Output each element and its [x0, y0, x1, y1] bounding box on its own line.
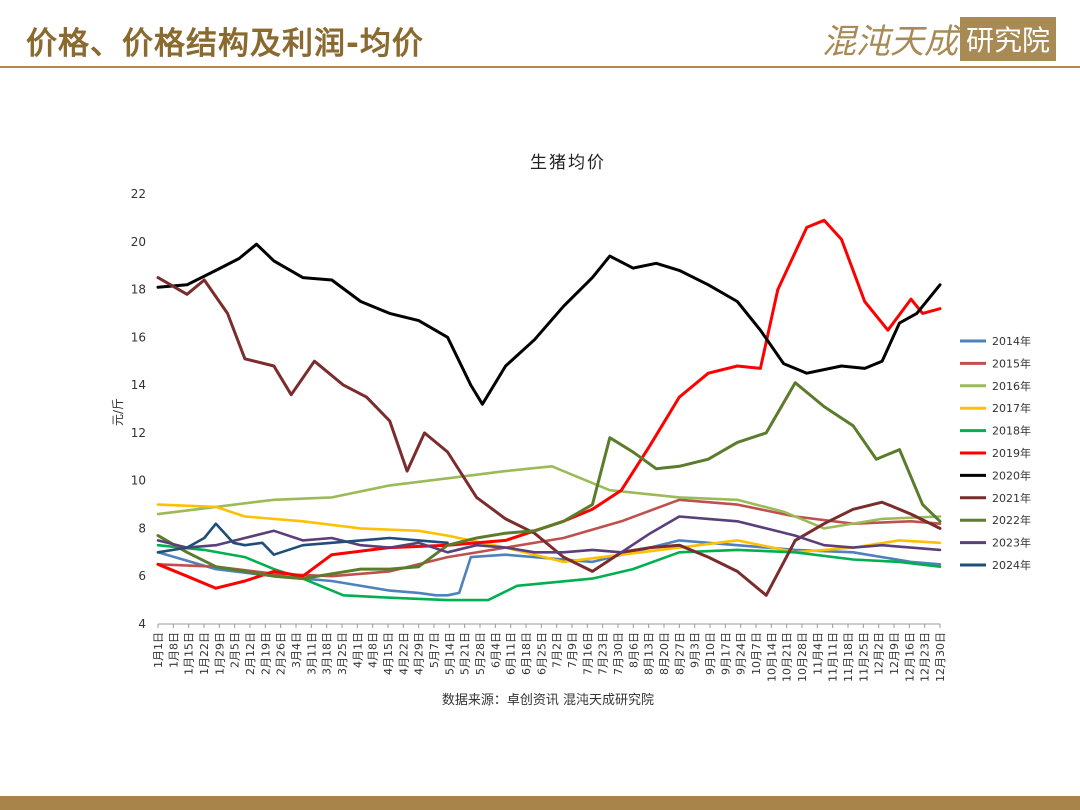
- x-tick-label: 10月21日: [781, 632, 794, 682]
- y-axis-label: 元/斤: [111, 398, 125, 426]
- x-tick-label: 9月17日: [719, 632, 732, 675]
- x-tick-label: 4月8日: [367, 632, 380, 668]
- y-tick-label: 4: [138, 617, 146, 631]
- x-tick-label: 1月1日: [152, 632, 165, 668]
- x-tick-label: 3月18日: [321, 632, 334, 675]
- x-tick-label: 2月26日: [275, 632, 288, 675]
- y-tick-label: 20: [131, 235, 146, 249]
- x-tick-label: 6月25日: [535, 632, 548, 675]
- series-line-2020年: [156, 242, 942, 406]
- y-tick-label: 6: [138, 569, 146, 583]
- x-tick-label: 4月1日: [351, 632, 364, 668]
- y-axis: 4 6 8 10 12 14 16 18 20 22: [131, 187, 146, 631]
- x-tick-label: 4月15日: [382, 632, 395, 675]
- legend: 2014年 2015年 2016年 2017年 2018年 2019年 2020年 2021年…: [960, 334, 1031, 572]
- x-tick-label: 12月16日: [903, 632, 916, 682]
- legend-label: 2022年: [992, 513, 1031, 527]
- x-tick-label: 7月23日: [597, 632, 610, 675]
- x-tick-label: 11月4日: [811, 632, 824, 675]
- series-line-2022年: [156, 381, 942, 581]
- x-tick-label: 8月13日: [643, 632, 656, 675]
- series-line-2014年: [156, 539, 942, 597]
- x-tick-label: 3月11日: [305, 632, 318, 675]
- y-tick-label: 22: [131, 187, 146, 201]
- series-group: [156, 218, 942, 602]
- x-tick-label: 1月15日: [183, 632, 196, 675]
- x-axis: 1月1日 1月8日 1月15日 1月22日 1月29日 2月5日 2月12日 2月19日 2月2…: [152, 623, 947, 682]
- y-tick-label: 16: [131, 330, 146, 344]
- x-tick-label: 10月7日: [750, 632, 763, 675]
- x-tick-label: 10月14日: [765, 632, 778, 682]
- series-line-2018年: [156, 543, 942, 602]
- header-divider: [0, 66, 1080, 68]
- series-line-2023年: [156, 515, 942, 554]
- page-title: 价格、价格结构及利润-均价: [26, 26, 424, 62]
- brand-logo: 混沌天成 研究院: [822, 14, 1056, 63]
- series-line-2015年: [156, 498, 942, 578]
- x-tick-label: 3月4日: [290, 632, 303, 668]
- y-tick-label: 10: [131, 474, 146, 488]
- x-tick-label: 8月20日: [658, 632, 671, 675]
- x-tick-label: 6月11日: [505, 632, 518, 675]
- series-line-2024年: [156, 522, 449, 557]
- x-tick-label: 1月29日: [213, 632, 226, 675]
- legend-label: 2018年: [992, 424, 1031, 438]
- x-tick-label: 7月9日: [566, 632, 579, 668]
- x-tick-label: 12月23日: [919, 632, 932, 682]
- legend-label: 2020年: [992, 468, 1031, 482]
- x-tick-label: 12月9日: [888, 632, 901, 675]
- x-tick-label: 12月2日: [873, 632, 886, 675]
- x-tick-label: 5月7日: [428, 632, 441, 668]
- x-tick-label: 2月12日: [244, 632, 257, 675]
- legend-label: 2019年: [992, 446, 1031, 460]
- y-tick-label: 14: [131, 378, 146, 392]
- x-tick-label: 11月25日: [857, 632, 870, 682]
- x-tick-label: 5月14日: [443, 632, 456, 675]
- x-tick-label: 4月22日: [397, 632, 410, 675]
- x-tick-label: 11月18日: [842, 632, 855, 682]
- x-tick-label: 5月21日: [459, 632, 472, 675]
- x-tick-label: 9月3日: [689, 632, 702, 668]
- x-tick-label: 4月29日: [413, 632, 426, 675]
- legend-label: 2016年: [992, 379, 1031, 393]
- x-tick-label: 9月10日: [704, 632, 717, 675]
- chart-title: 生猪均价: [530, 153, 606, 173]
- x-tick-label: 7月2日: [551, 632, 564, 668]
- x-tick-label: 2月5日: [229, 632, 242, 668]
- brand-script-text: 混沌天成: [821, 22, 958, 62]
- brand-box-text: 研究院: [959, 16, 1056, 61]
- x-tick-label: 1月8日: [167, 632, 180, 668]
- x-tick-label: 5月28日: [474, 632, 487, 675]
- x-tick-label: 10月28日: [796, 632, 809, 682]
- series-line-2016年: [156, 464, 942, 530]
- legend-label: 2015年: [992, 356, 1031, 370]
- legend-label: 2023年: [992, 536, 1031, 550]
- y-tick-label: 8: [138, 521, 146, 535]
- legend-label: 2021年: [992, 491, 1031, 505]
- x-tick-label: 12月30日: [934, 632, 947, 682]
- series-line-2021年: [156, 276, 942, 597]
- x-tick-label: 3月25日: [336, 632, 349, 675]
- x-tick-label: 7月16日: [581, 632, 594, 675]
- source-note: 数据来源：卓创资讯 混沌天成研究院: [442, 693, 654, 708]
- series-line-2017年: [156, 503, 942, 564]
- footer-bar: [0, 796, 1080, 810]
- series-line-2019年: [156, 218, 942, 590]
- x-tick-label: 9月24日: [735, 632, 748, 675]
- x-tick-label: 7月30日: [612, 632, 625, 675]
- legend-label: 2024年: [992, 558, 1031, 572]
- x-tick-label: 1月22日: [198, 632, 211, 675]
- legend-label: 2014年: [992, 334, 1031, 348]
- y-tick-label: 12: [131, 426, 146, 440]
- x-tick-label: 2月19日: [259, 632, 272, 675]
- x-tick-label: 8月27日: [673, 632, 686, 675]
- x-tick-label: 6月4日: [489, 632, 502, 668]
- x-tick-label: 6月18日: [520, 632, 533, 675]
- x-tick-label: 11月11日: [827, 632, 840, 682]
- legend-label: 2017年: [992, 401, 1031, 415]
- y-tick-label: 18: [131, 283, 146, 297]
- x-tick-label: 8月6日: [627, 632, 640, 668]
